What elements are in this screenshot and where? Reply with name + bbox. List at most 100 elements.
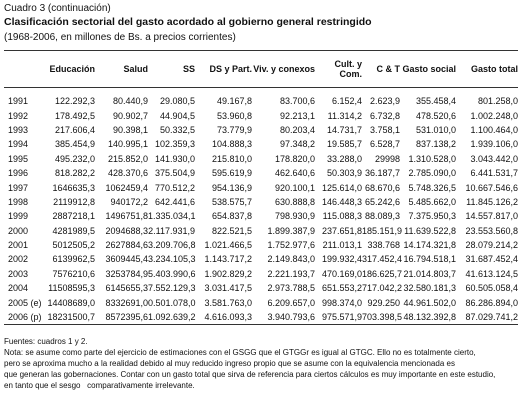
value-cell: 954.136,9 xyxy=(211,182,252,193)
value-cell: 31.687.452,4 xyxy=(465,254,518,265)
value-cell: 18231500,7 xyxy=(42,309,95,326)
value-cell: 478.520,6 xyxy=(415,110,456,121)
table-row: 2006 (p) 18231500,7 8572395,6 1.092.639,2 4.… xyxy=(4,309,518,326)
year-cell: 1998 xyxy=(8,196,29,207)
note-line: en tanto que el sesgo comparativamente i… xyxy=(4,381,195,390)
value-cell: 44.961.502,0 xyxy=(403,297,456,308)
value-cell: 41.613.124,5 xyxy=(465,268,518,279)
value-cell: 0.501.078,0 xyxy=(148,297,196,308)
value-cell: 531.010,0 xyxy=(415,124,456,135)
value-cell: 73.779,9 xyxy=(216,124,252,135)
value-cell: 7576210,6 xyxy=(52,268,95,279)
value-cell: 29.080,5 xyxy=(159,96,195,107)
value-cell: 146.448,3 xyxy=(321,196,362,207)
table-subtitle: (1968-2006, en millones de Bs. a precios… xyxy=(4,32,236,43)
value-cell: 3.940.793,6 xyxy=(252,309,315,326)
value-cell: 998.374,0 xyxy=(321,297,362,308)
value-cell: 338.768 xyxy=(367,240,400,251)
year-cell: 1997 xyxy=(8,182,29,193)
value-cell: 11508595,3 xyxy=(48,283,95,294)
value-cell: 654.837,8 xyxy=(211,211,252,222)
table-row: 1996 818.282,2 428.370,6 375.504,9 595.619,9… xyxy=(4,166,518,180)
value-cell: 4.616.093,3 xyxy=(195,309,252,326)
value-cell: 237.651,8 xyxy=(321,225,362,236)
table-row: 1992 178.492,5 90.902,7 44.904,5 53.960,8 92.… xyxy=(4,108,518,122)
table-row: 2003 7576210,6 3253784,9 5.403.990,6 1.902.8… xyxy=(4,267,518,281)
year-cell: 1992 xyxy=(8,110,29,121)
table-row: 2000 4281989,5 2094688,3 2.117.931,9 822.521… xyxy=(4,224,518,238)
value-cell: 14.731,7 xyxy=(326,124,362,135)
header-cell: Viv. y conexos xyxy=(252,50,315,88)
value-cell: 375.504,9 xyxy=(154,168,195,179)
value-cell: 68.670,6 xyxy=(364,182,400,193)
value-cell: 5.485.662,0 xyxy=(408,196,456,207)
value-cell: 8572395,6 xyxy=(95,309,148,326)
value-cell: 630.888,8 xyxy=(274,196,315,207)
value-cell: 90.902,7 xyxy=(112,110,148,121)
value-cell: 2.221.193,7 xyxy=(267,268,315,279)
value-cell: 1.021.466,5 xyxy=(204,240,252,251)
value-cell: 92.213,1 xyxy=(279,110,315,121)
value-cell: 140.995,1 xyxy=(107,139,148,150)
year-cell: 1996 xyxy=(8,168,29,179)
value-cell: 4281989,5 xyxy=(52,225,95,236)
value-cell: 495.232,0 xyxy=(54,153,95,164)
header-cell: Educación xyxy=(42,50,95,88)
value-cell: 3.581.763,0 xyxy=(204,297,252,308)
value-cell: 19.585,7 xyxy=(326,139,362,150)
table-row: 2001 5012505,2 2627884,6 3.209.706,8 1.021.4… xyxy=(4,238,518,252)
value-cell: 217.606,4 xyxy=(54,124,95,135)
value-cell: 538.575,7 xyxy=(211,196,252,207)
value-cell: 3253784,9 xyxy=(105,268,148,279)
value-cell: 104.888,3 xyxy=(211,139,252,150)
header-cell: DS y Part. xyxy=(195,50,252,88)
note-line: Nota: se asume como parte del ejercicio … xyxy=(4,348,476,357)
table-row: 2004 11508595,3 6145655,3 7.552.129,3 3.031.… xyxy=(4,281,518,295)
value-cell: 10.667.546,6 xyxy=(465,182,518,193)
value-cell: 1.902.829,2 xyxy=(204,268,252,279)
value-cell: 2119912,8 xyxy=(53,196,95,207)
value-cell: 355.458,4 xyxy=(415,96,456,107)
value-cell: 462.640,6 xyxy=(274,168,315,179)
year-cell: 2006 (p) xyxy=(4,309,42,326)
value-cell: 6.441.531,7 xyxy=(470,168,518,179)
value-cell: 2.973.788,5 xyxy=(267,283,315,294)
value-cell: 87.029.741,2 xyxy=(456,309,518,326)
value-cell: 11.639.522,8 xyxy=(404,225,456,236)
value-cell: 3.209.706,8 xyxy=(148,240,196,251)
footer: Fuentes: cuadros 1 y 2. Nota: se asume c… xyxy=(4,336,495,391)
value-cell: 6139962,5 xyxy=(52,254,95,265)
value-cell: 50.332,5 xyxy=(159,124,195,135)
value-cell: 28.079.214,2 xyxy=(465,240,518,251)
value-cell: 21.014.803,7 xyxy=(403,268,456,279)
value-cell: 3.758,1 xyxy=(369,124,400,135)
value-cell: 6.152,4 xyxy=(331,96,362,107)
header-cell: Cult. y Com. xyxy=(315,50,362,88)
value-cell: 703.398,5 xyxy=(362,309,402,326)
value-cell: 3609445,4 xyxy=(105,254,148,265)
table-row: 1999 2887218,1 1496751,8 1.335.034,1 654.837… xyxy=(4,209,518,223)
value-cell: 83.700,6 xyxy=(279,96,315,107)
value-cell: 86.286.894,0 xyxy=(465,297,518,308)
value-cell: 14.557.817,0 xyxy=(465,211,518,222)
value-cell: 7.552.129,3 xyxy=(148,283,196,294)
value-cell: 798.930,9 xyxy=(274,211,315,222)
value-cell: 211.013,1 xyxy=(322,240,362,251)
header-cell: Gasto social xyxy=(400,50,456,88)
value-cell: 2627884,6 xyxy=(105,240,148,251)
table-row: 2005 (e) 14408689,0 8332691,0 0.501.078,0 3.… xyxy=(4,295,518,309)
value-cell: 8332691,0 xyxy=(105,297,148,308)
value-cell: 102.359,3 xyxy=(154,139,195,150)
value-cell: 6145655,3 xyxy=(105,283,148,294)
table-row: 1994 385.454,9 140.995,1 102.359,3 104.888,3… xyxy=(4,137,518,151)
note-line: que generan las gobernaciones. Contar co… xyxy=(4,370,496,379)
value-cell: 642.441,6 xyxy=(154,196,195,207)
value-cell: 88.089,3 xyxy=(364,211,400,222)
value-cell: 115.088,3 xyxy=(322,211,362,222)
header-cell: SS xyxy=(148,50,195,88)
value-cell: 33.288,0 xyxy=(326,153,362,164)
value-cell: 6.732,8 xyxy=(369,110,400,121)
value-cell: 11.845.126,2 xyxy=(466,196,518,207)
value-cell: 141.930,0 xyxy=(154,153,195,164)
